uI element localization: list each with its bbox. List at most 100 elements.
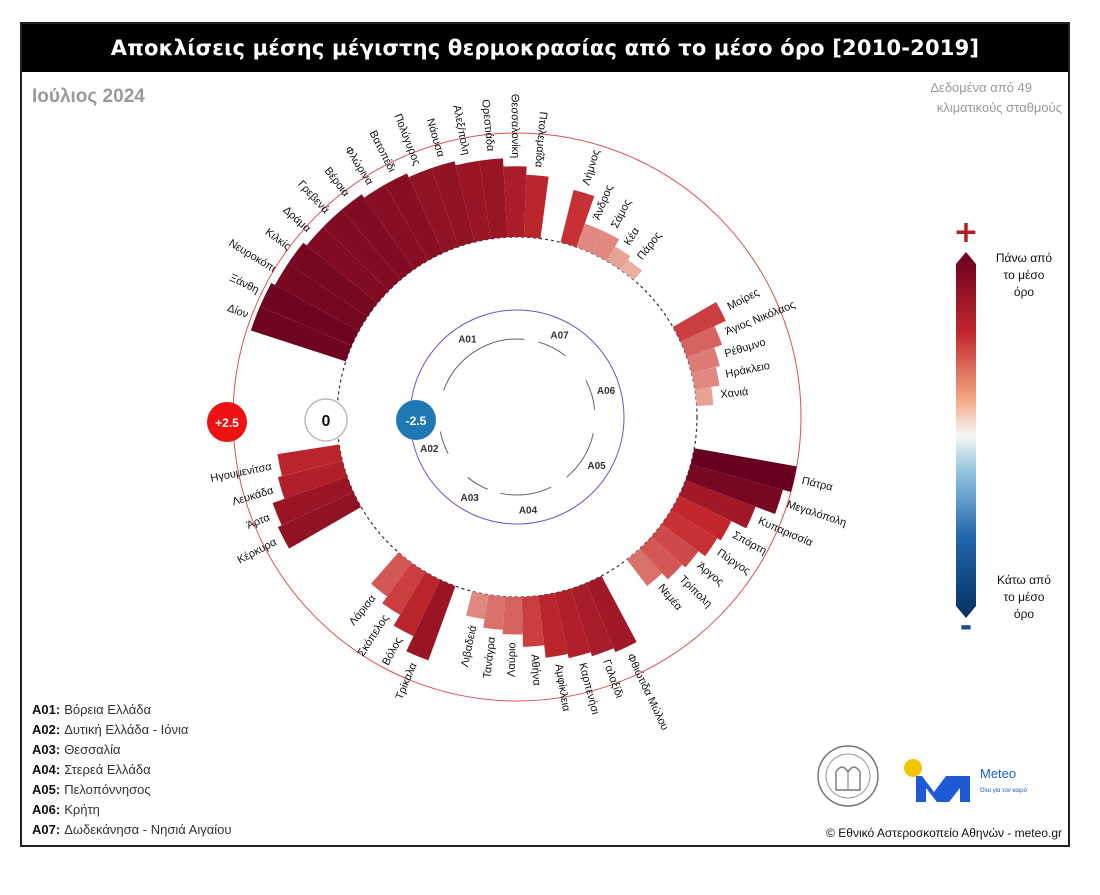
label-αρτα: Άρτα [245,511,272,531]
bar-αρτα [272,476,354,526]
region-arc-a02 [439,431,449,454]
bar-γαλαξιδι [570,583,614,657]
region-arc-a01 [443,338,525,391]
bar-ρεθυμνο [686,347,720,374]
bar-κεα [606,246,631,270]
bar-μεγαλοπολη [685,464,783,514]
logo-subtitle: Όλα για τον καιρό [979,787,1028,794]
region-code-a06: A06 [597,386,616,397]
label-αθηνα: Αθήνα [528,654,542,687]
label-δραμα: Δράμα [281,204,314,235]
bar-διον [250,306,352,362]
region-key: A01: Βόρεια Ελλάδα A02: Δυτική Ελλάδα - Ιόν… [32,702,231,837]
bar-αργος [651,524,699,568]
bar-μοιρες [672,302,726,342]
bar-θεσσαλονικη [503,166,527,238]
bar-τρικαλα [406,579,456,661]
label-βεροια: Βέροια [322,165,352,199]
label-αμφικλεια: Αμφίκλεια [552,663,572,713]
label-πυργος: Πύργος [715,547,753,578]
label-κεα: Κέα [622,225,642,248]
legend-above-2: το μέσο [1004,268,1045,282]
bar-σπαρτη [670,495,732,541]
bar-νεμεα [626,548,663,586]
bars-group [250,158,797,661]
region-arc-a04 [500,486,552,496]
chart-frame: Αποκλίσεις μέσης μέγιστης θερμοκρασίας α… [20,22,1070,847]
label-κιλκις: Κιλκίς [263,226,293,253]
label-λιβαδεια: Λιβαδειά [459,624,479,668]
legend-below-1: Κάτω από [997,573,1051,587]
radial-chart: Ιούλιος 2024 Δεδομένα από 49 κλιματικούς… [32,80,1062,840]
bar-πατρα [690,448,797,492]
legend-below-3: όρο [1014,607,1035,621]
bar-ηγουμενιτσα [277,444,343,477]
legend-below-2: το μέσο [1004,590,1045,604]
label-βολος: Βόλος [380,635,405,667]
label-πτολεμαιδα: Πτολεμαΐδα [532,111,549,169]
region-arc-a06 [585,380,596,410]
bar-ναουσα [431,161,475,247]
label-ταναγρα: Τανάγρα [481,636,498,680]
label-θεσσαλονικη: Θεσσαλονίκη [509,94,522,159]
region-key-a02: A02: Δυτική Ελλάδα - Ιόνια [32,722,189,737]
bar-αλεξ-πολη [455,160,491,243]
bar-πτολεμαιδα [523,174,549,239]
bar-λαυριο [502,596,523,635]
label-ορεστιαδα: Ορεστιάδα [479,99,496,153]
bar-σαμος [591,230,620,261]
region-key-a04: A04: Στερεά Ελλάδα [32,762,151,777]
bar-λημνος [560,189,595,248]
label-πατρα: Πάτρα [801,475,835,494]
region-arc-a05 [566,433,594,478]
scale-label-inner: -2.5 [406,414,427,428]
note-line-1: Δεδομένα από 49 [930,80,1032,95]
label-ναουσα: Νάουσα [424,117,447,159]
region-code-a07: A07 [550,330,569,341]
zero-ring [336,236,698,598]
legend-above-3: όρο [1014,285,1035,299]
region-key-a03: A03: Θεσσαλία [32,742,121,757]
label-γαλαξιδι: Γαλαξίδι [600,658,625,700]
bar-αμφικλεια [538,593,568,658]
bar-τριπολη [639,536,683,580]
bar-κερκυρα [277,492,362,549]
label-ηγουμενιτσα: Ηγουμενίτσα [210,461,274,485]
bar-ταναγρα [483,594,506,630]
label-βατοπεδι: Βατοπέδι [367,129,398,175]
chart-title: Αποκλίσεις μέσης μέγιστης θερμοκρασίας α… [110,36,980,60]
bar-σκοπελος [382,562,426,615]
scale-label-outer: +2.5 [215,416,239,430]
credit-text: © Εθνικό Αστεροσκοπείο Αθηνών - meteo.gr [826,826,1062,840]
bar-κυπαρισσια [678,480,756,529]
label-αλεξ-πολη: Αλεξ/πολη [450,104,471,156]
label-ηρακλειο: Ηράκλειο [725,360,772,381]
label-νεμεα: Νεμέα [655,582,684,613]
sun-icon [904,759,922,777]
bar-πυργος [661,510,718,557]
bar-κιλκις [288,242,378,317]
title-bar: Αποκλίσεις μέσης μέγιστης θερμοκρασίας α… [22,24,1068,72]
inner-ring [409,309,625,525]
bar-λαρισα [371,552,412,597]
bar-φθιωτιδα-μωλου [586,575,637,653]
legend-minus: - [960,609,972,644]
bar-βολος [393,571,441,637]
label-διον: Δίον [226,302,251,321]
bar-πολυγυρος [408,168,459,253]
bar-καρπενησι [554,588,591,659]
scale-marker-zero: 0 [304,398,348,442]
label-τρικαλα: Τρίκαλα [394,661,420,702]
label-λημνος: Λήμνος [581,148,603,187]
bar-φλωρινα [364,184,429,270]
meteo-m-icon [916,776,970,802]
region-code-a03: A03 [460,493,479,504]
label-σαμος: Σάμος [609,197,634,230]
region-arc-a07 [538,341,566,357]
label-μεγαλοπολη: Μεγαλόπολη [785,499,848,530]
bar-αγιος-νικολαος [680,326,723,358]
bar-γρεβενα [323,209,401,291]
bar-ξανθη [259,283,359,346]
region-arc-a03 [467,477,488,490]
observatory-seal-icon [817,745,879,807]
